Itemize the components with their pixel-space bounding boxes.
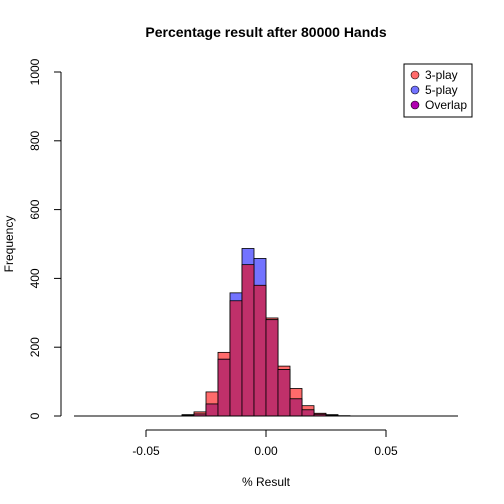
bar-overlap: [229, 300, 243, 417]
legend-marker: [410, 100, 420, 110]
bar-overlap: [253, 284, 267, 417]
bar-overlap: [265, 319, 279, 417]
bar-overlap: [289, 398, 303, 417]
y-tick-label: 600: [28, 199, 42, 219]
bars-group: [74, 248, 458, 417]
x-axis: -0.05 0.00 0.05: [132, 429, 398, 458]
y-tick-label: 1000: [28, 58, 42, 85]
y-tick-label: 200: [28, 337, 42, 357]
y-axis: 0 200 400 600 800 1000: [28, 58, 62, 419]
x-tick-label: 0.05: [374, 444, 398, 458]
legend-label: 3-play: [425, 68, 458, 82]
y-tick-label: 0: [28, 412, 42, 419]
x-tick-label: 0.00: [254, 444, 278, 458]
chart-title: Percentage result after 80000 Hands: [145, 24, 386, 40]
bar-overlap: [301, 409, 315, 417]
legend-label: 5-play: [425, 83, 458, 97]
y-axis-label: Frequency: [2, 216, 16, 273]
legend-marker: [410, 70, 420, 80]
bar-overlap: [217, 358, 231, 417]
legend-marker: [410, 85, 420, 95]
x-tick-label: -0.05: [132, 444, 160, 458]
bar-overlap: [241, 264, 255, 417]
bar-overlap: [205, 403, 219, 417]
y-tick-label: 400: [28, 268, 42, 288]
x-axis-label: % Result: [242, 475, 291, 489]
bar-overlap: [277, 369, 291, 417]
legend-label: Overlap: [425, 98, 467, 112]
y-tick-label: 800: [28, 130, 42, 150]
